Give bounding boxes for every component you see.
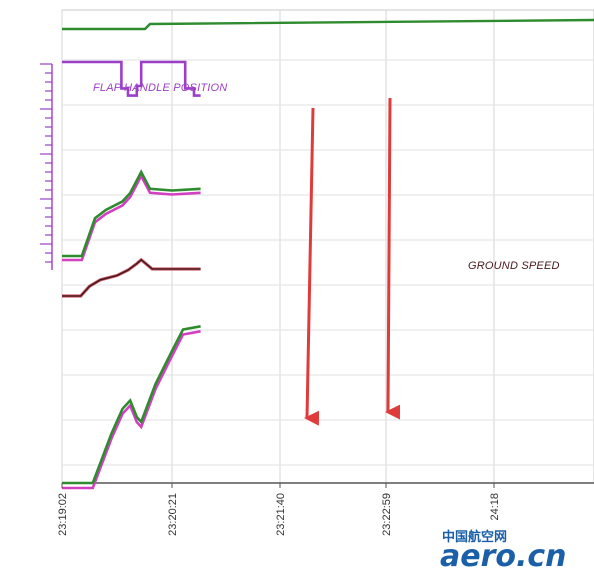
x-tick-label: 24:18 bbox=[489, 493, 501, 521]
magenta-trace-3 bbox=[62, 330, 201, 490]
ground-speed-shadow bbox=[62, 257, 201, 298]
green-trace-3 bbox=[62, 325, 201, 485]
arrow-first-retraction bbox=[304, 107, 320, 426]
series-labels: FLAP HANDLE POSITION GROUND SPEED bbox=[93, 82, 560, 272]
series-layer bbox=[62, 18, 594, 490]
x-tick-labels: 23:19:02 23:20:21 23:21:40 23:22:59 24:18 bbox=[57, 483, 501, 536]
green-trace-2 bbox=[62, 169, 201, 258]
x-tick-label: 23:21:40 bbox=[275, 493, 287, 536]
x-tick-label: 23:19:02 bbox=[57, 493, 69, 536]
top-green-trace bbox=[62, 18, 594, 31]
flap-handle-line bbox=[62, 60, 201, 97]
x-tick-label: 23:20:21 bbox=[167, 493, 179, 536]
arrow-second-retraction bbox=[385, 97, 401, 420]
x-tick-label: 23:22:59 bbox=[381, 493, 393, 536]
watermark-latin: aero.cn bbox=[440, 539, 567, 574]
flap-handle-position-label: FLAP HANDLE POSITION bbox=[93, 82, 227, 94]
annotation-arrows bbox=[304, 97, 401, 426]
watermark-chinese: 中国航空网 bbox=[442, 529, 507, 545]
grid-lines bbox=[61, 9, 594, 484]
ground-speed-line bbox=[62, 258, 201, 297]
ground-speed-label: GROUND SPEED bbox=[468, 260, 560, 272]
magenta-trace-2 bbox=[62, 173, 201, 262]
left-scale-ticks bbox=[40, 63, 53, 270]
